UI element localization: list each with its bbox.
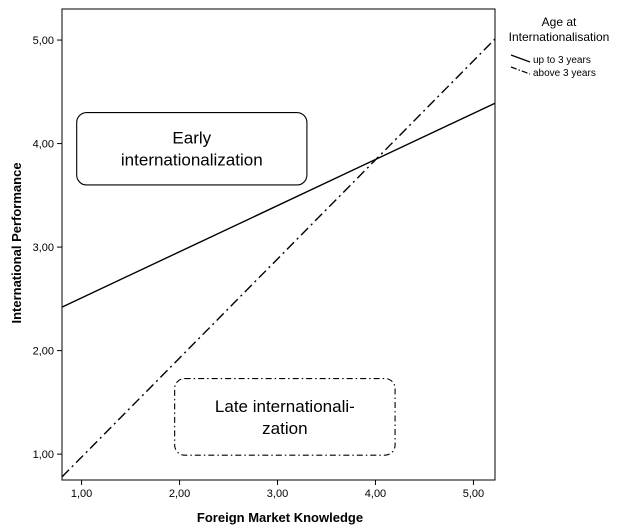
annotation-text-line: zation bbox=[262, 419, 307, 438]
legend-entry-above-3-years: above 3 years bbox=[533, 68, 596, 79]
x-tick-label: 1,00 bbox=[71, 488, 92, 500]
legend-swatch-up-to-3-years bbox=[510, 54, 531, 63]
y-tick-label: 1,00 bbox=[33, 449, 54, 461]
y-axis-ticks: 1,00 2,00 3,00 4,00 5,00 bbox=[33, 35, 62, 461]
legend-title-line-2: Internationalisation bbox=[509, 30, 610, 44]
x-tick-label: 4,00 bbox=[365, 488, 386, 500]
annotation-text-line: Late internationali- bbox=[215, 397, 355, 416]
series-layer bbox=[61, 38, 496, 478]
series-line-up-to-3-years bbox=[61, 102, 496, 308]
y-tick-label: 4,00 bbox=[33, 139, 54, 151]
y-tick-label: 2,00 bbox=[33, 346, 54, 358]
x-axis-ticks: 1,00 2,00 3,00 4,00 5,00 bbox=[71, 480, 484, 500]
annotation-text-line: internationalization bbox=[121, 151, 263, 170]
legend: Age at Internationalisation up to 3 year… bbox=[509, 15, 610, 79]
annotation-box-early bbox=[76, 111, 308, 186]
x-axis-title: Foreign Market Knowledge bbox=[197, 510, 363, 525]
legend-swatch-above-3-years bbox=[510, 66, 531, 75]
y-tick-label: 5,00 bbox=[33, 35, 54, 47]
x-tick-label: 3,00 bbox=[267, 488, 288, 500]
x-tick-label: 5,00 bbox=[463, 488, 484, 500]
y-tick-label: 3,00 bbox=[33, 242, 54, 254]
series-line-above-3-years bbox=[61, 38, 496, 478]
plot-area-frame bbox=[61, 8, 496, 481]
legend-entry-up-to-3-years: up to 3 years bbox=[533, 55, 591, 66]
legend-title-line-1: Age at bbox=[542, 15, 577, 29]
x-tick-label: 2,00 bbox=[169, 488, 190, 500]
annotation-layer: Early internationalization Late internatio… bbox=[76, 111, 396, 456]
y-axis-title: International Performance bbox=[9, 162, 24, 323]
annotation-box-late-internationali bbox=[174, 378, 396, 456]
annotation-text-line: Early bbox=[172, 129, 211, 148]
